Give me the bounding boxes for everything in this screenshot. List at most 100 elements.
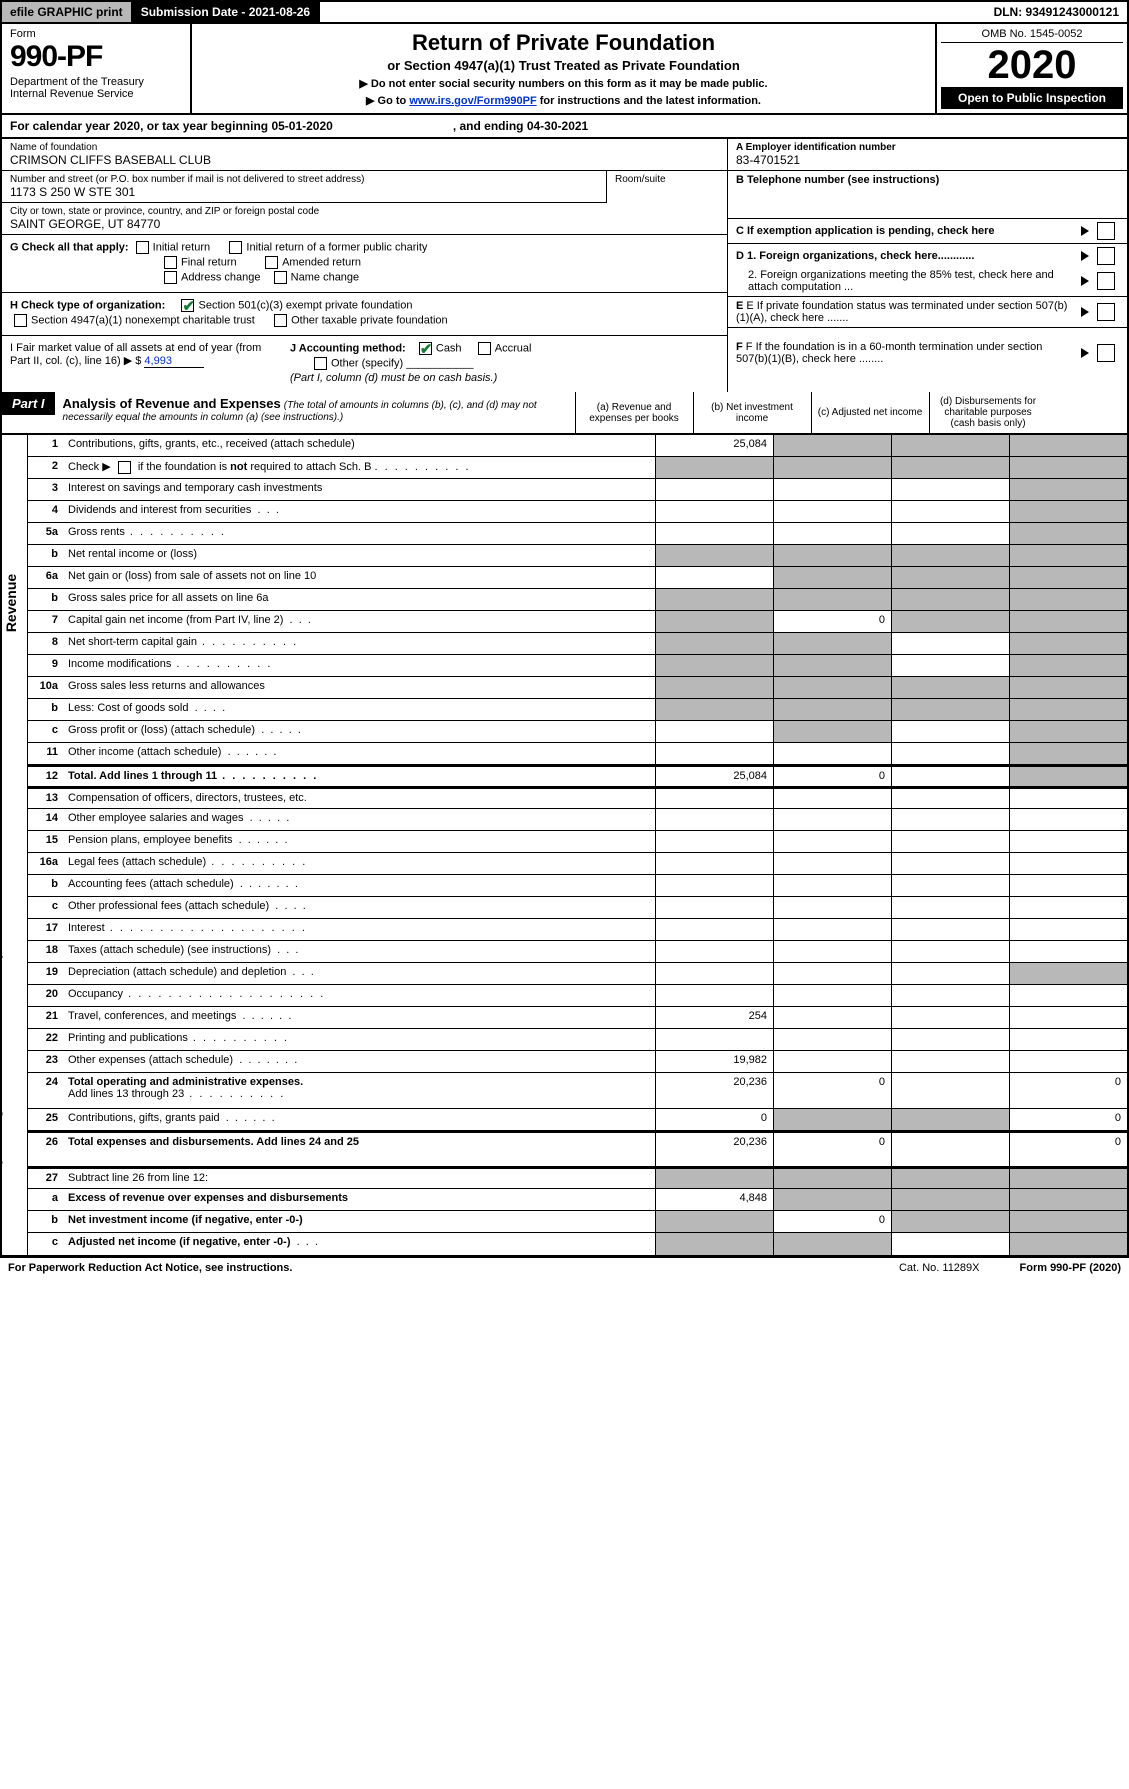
cell-a [655,897,773,918]
checkbox-other-method[interactable] [314,357,327,370]
row-desc: Other income (attach schedule) . . . . .… [64,743,655,764]
section-c: C If exemption application is pending, c… [728,219,1127,244]
cell-c [891,1051,1009,1072]
checkbox-sch-b[interactable] [118,461,131,474]
row-num: 26 [28,1133,64,1166]
form-label: Form [10,28,182,40]
col-a-header: (a) Revenue and expenses per books [575,392,693,433]
checkbox-d2[interactable] [1097,272,1115,290]
expenses-label: Operating and Administrative Expenses [0,911,2,1176]
checkbox-cash[interactable] [419,342,432,355]
checkbox-accrual[interactable] [478,342,491,355]
cell-a [655,545,773,566]
row-desc: Occupancy [64,985,655,1006]
cell-d [1009,789,1127,808]
row-1: 1Contributions, gifts, grants, etc., rec… [28,435,1127,457]
row-27c: cAdjusted net income (if negative, enter… [28,1233,1127,1255]
cell-a [655,523,773,544]
cell-d [1009,875,1127,896]
row-desc: Gross sales less returns and allowances [64,677,655,698]
cell-a [655,677,773,698]
cell-c [891,743,1009,764]
cell-a [655,1233,773,1255]
row-num: 8 [28,633,64,654]
cell-d [1009,479,1127,500]
cell-b [773,1007,891,1028]
cell-b: 0 [773,767,891,786]
open-to-public: Open to Public Inspection [941,87,1123,109]
cell-c [891,919,1009,940]
form-ref: Form 990-PF (2020) [1020,1262,1122,1274]
arrow-icon [1081,307,1089,317]
i-label: I Fair market value of all assets at end… [10,342,261,367]
addr-label: Number and street (or P.O. box number if… [10,174,598,185]
row-num: c [28,721,64,742]
cell-b [773,853,891,874]
checkbox-other-taxable[interactable] [274,314,287,327]
cell-b [773,831,891,852]
h-other: Other taxable private foundation [291,314,448,326]
g-initial: Initial return [153,241,210,253]
row-5b: bNet rental income or (loss) [28,545,1127,567]
part1-desc: Analysis of Revenue and Expenses (The to… [55,392,575,427]
j-accrual: Accrual [495,342,532,354]
checkbox-addr-change[interactable] [164,271,177,284]
row-25: 25Contributions, gifts, grants paid . . … [28,1109,1127,1131]
cell-b [773,457,891,478]
row-10a: 10aGross sales less returns and allowanc… [28,677,1127,699]
info-left: Name of foundation CRIMSON CLIFFS BASEBA… [2,139,727,392]
row-num: b [28,589,64,610]
row-24: 24Total operating and administrative exp… [28,1073,1127,1109]
checkbox-c[interactable] [1097,222,1115,240]
row-desc: Excess of revenue over expenses and disb… [64,1189,655,1210]
row-desc: Other employee salaries and wages . . . … [64,809,655,830]
cell-a [655,457,773,478]
cell-b [773,809,891,830]
page-footer: For Paperwork Reduction Act Notice, see … [0,1257,1129,1278]
row-23: 23Other expenses (attach schedule) . . .… [28,1051,1127,1073]
cell-c [891,611,1009,632]
cell-d [1009,831,1127,852]
col-b-header: (b) Net investment income [693,392,811,433]
checkbox-501c3[interactable] [181,299,194,312]
efile-badge: efile GRAPHIC print [2,2,133,22]
checkbox-f[interactable] [1097,344,1115,362]
cell-c [891,1169,1009,1188]
row-num: a [28,1189,64,1210]
cell-b [773,523,891,544]
h-4947: Section 4947(a)(1) nonexempt charitable … [31,314,255,326]
form-number: 990-PF [10,40,182,74]
row-num: 13 [28,789,64,808]
row-desc: Subtract line 26 from line 12: [64,1169,655,1188]
checkbox-initial-former[interactable] [229,241,242,254]
row-10c: cGross profit or (loss) (attach schedule… [28,721,1127,743]
cell-b [773,1189,891,1210]
checkbox-name-change[interactable] [274,271,287,284]
checkbox-final-return[interactable] [164,256,177,269]
checkbox-4947[interactable] [14,314,27,327]
cell-d [1009,1169,1127,1188]
checkbox-d1[interactable] [1097,247,1115,265]
row-num: 11 [28,743,64,764]
checkbox-amended[interactable] [265,256,278,269]
room-suite: Room/suite [607,171,727,203]
omb-number: OMB No. 1545-0052 [941,28,1123,43]
row-desc: Other professional fees (attach schedule… [64,897,655,918]
cell-a [655,479,773,500]
cell-b [773,1051,891,1072]
cell-b: 0 [773,611,891,632]
cell-a [655,743,773,764]
checkbox-initial-return[interactable] [136,241,149,254]
cell-d [1009,501,1127,522]
note-ssn: ▶ Do not enter social security numbers o… [204,77,923,90]
cell-d: 0 [1009,1109,1127,1130]
part1-table: Revenue Operating and Administrative Exp… [0,435,1129,1257]
row-26: 26Total expenses and disbursements. Add … [28,1131,1127,1167]
h-label: H Check type of organization: [10,299,165,311]
cell-a [655,853,773,874]
irs-link[interactable]: www.irs.gov/Form990PF [409,95,536,107]
ein-cell: A Employer identification number 83-4701… [728,139,1127,171]
cell-a: 20,236 [655,1133,773,1166]
checkbox-e[interactable] [1097,303,1115,321]
cell-d [1009,963,1127,984]
